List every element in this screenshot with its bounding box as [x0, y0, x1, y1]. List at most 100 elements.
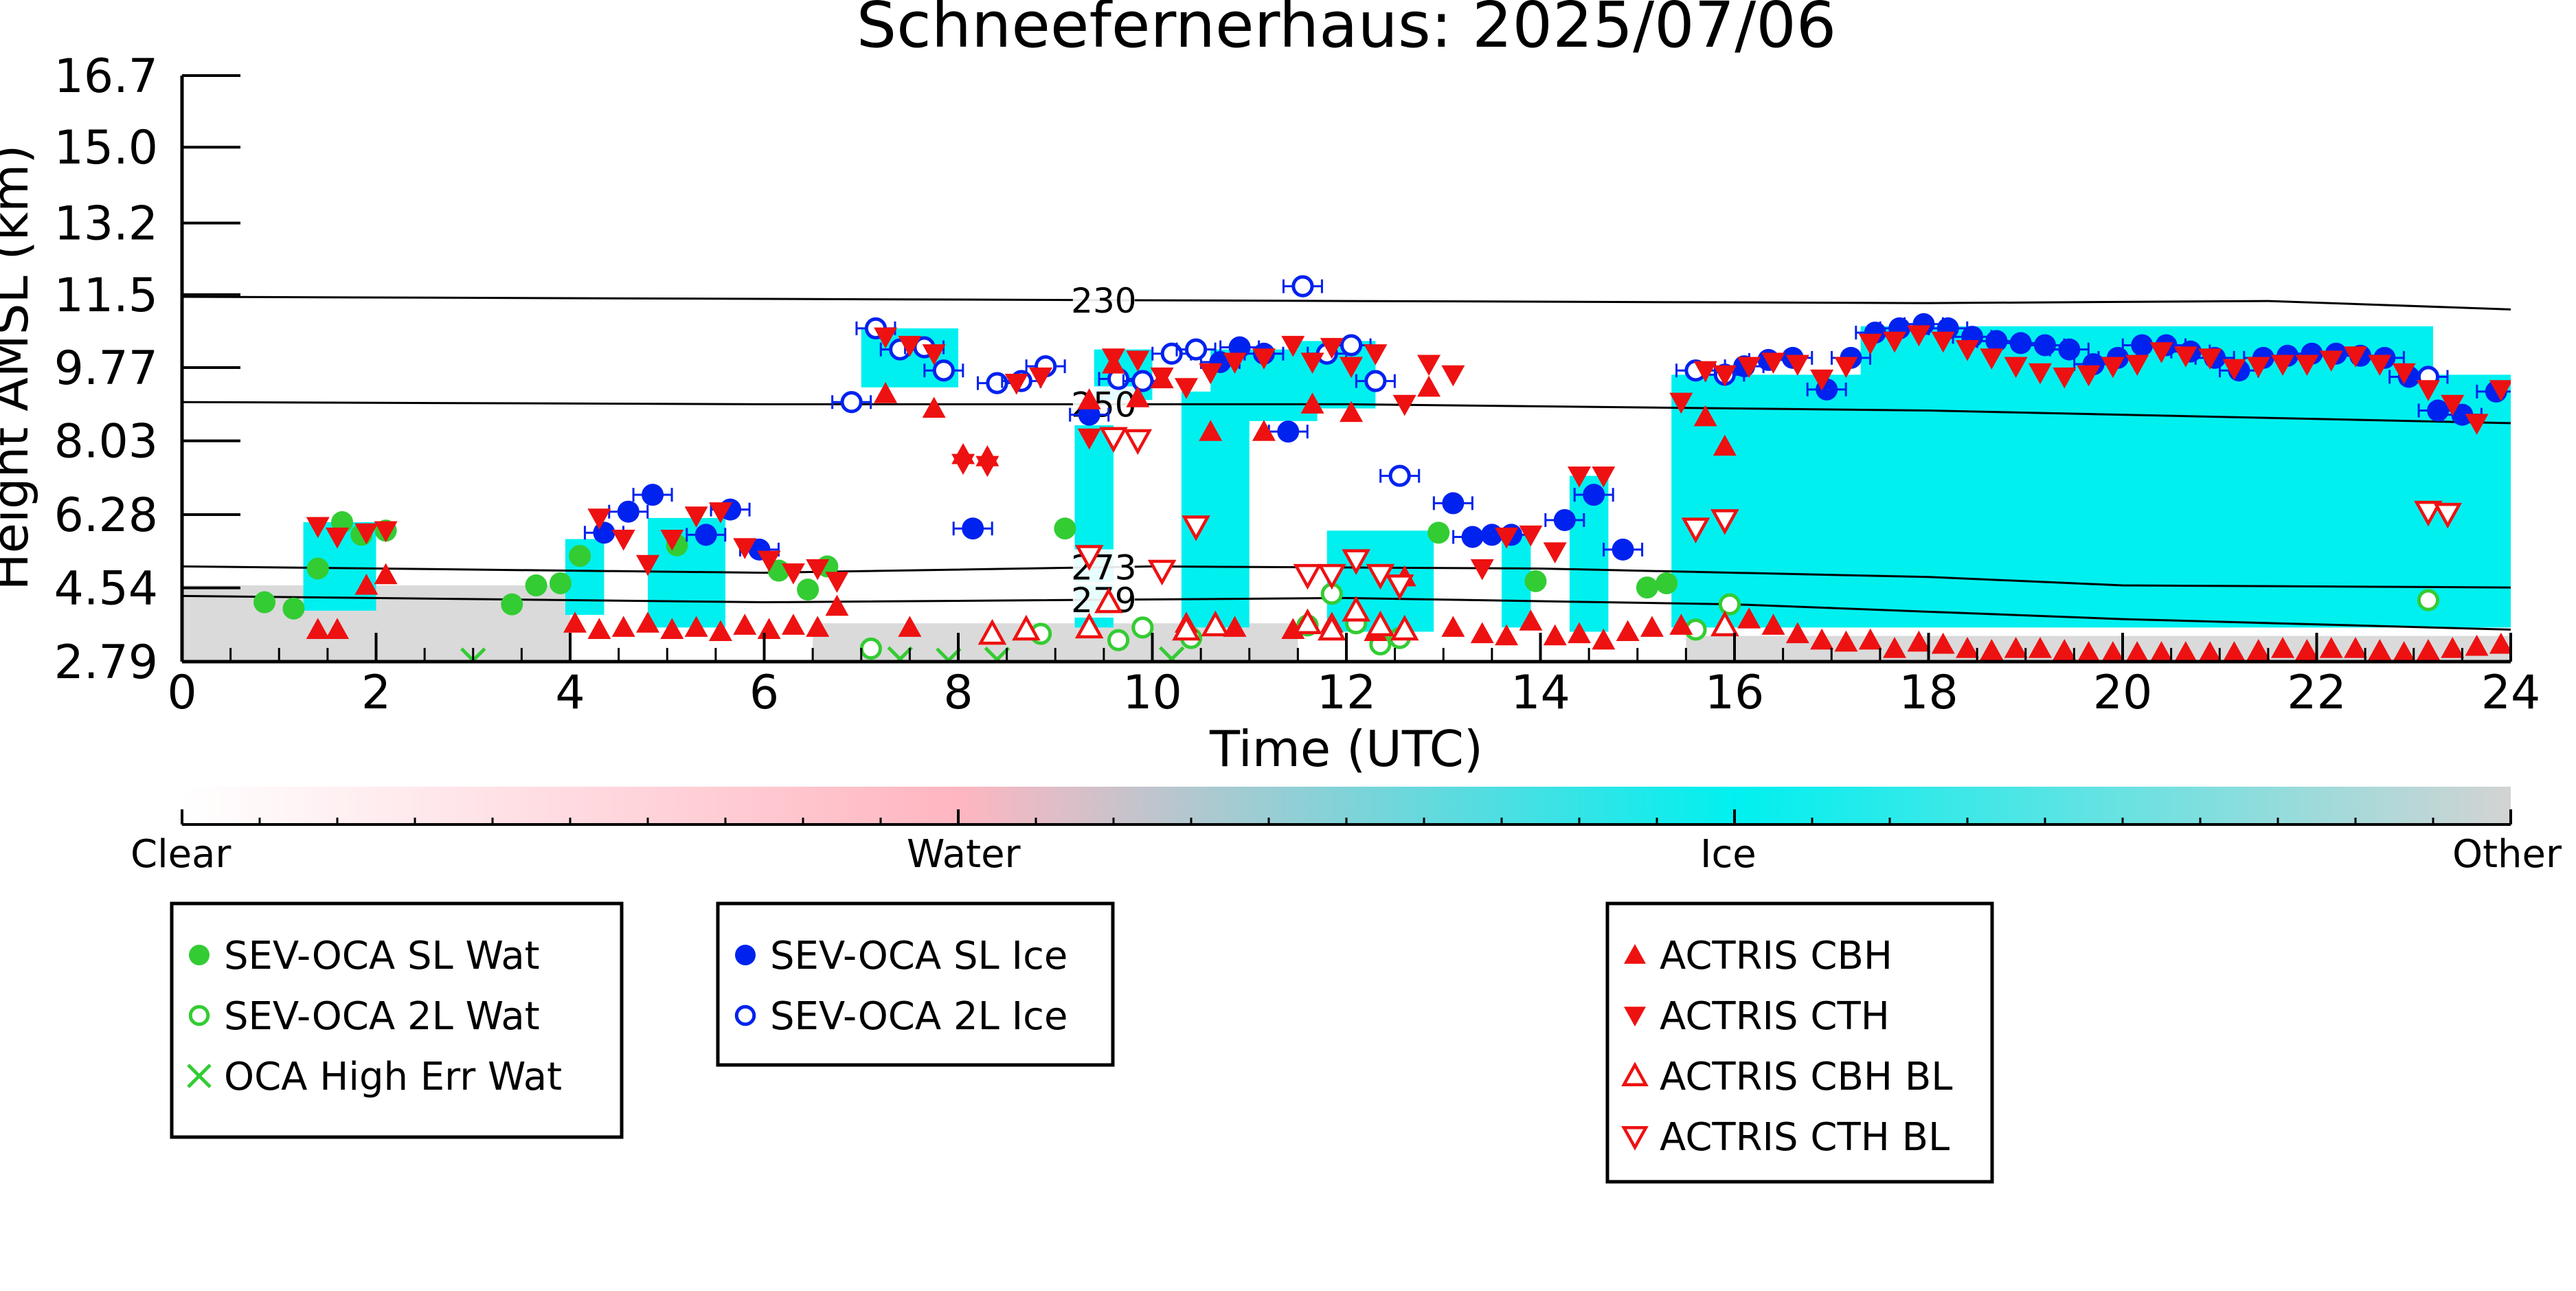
data-point	[1317, 614, 1346, 641]
data-point	[733, 538, 757, 559]
data-point	[1174, 378, 1198, 399]
data-point	[898, 335, 922, 357]
data-point	[757, 618, 781, 639]
x-tick-label: 20	[2093, 666, 2153, 720]
contour-250	[182, 401, 2511, 425]
chart-title: Schneefernerhaus: 2025/07/06	[857, 0, 1837, 62]
data-point	[781, 614, 805, 635]
data-point	[2198, 348, 2222, 370]
data-point	[684, 506, 708, 528]
data-point	[1223, 352, 1247, 374]
legend-marker	[1621, 1062, 1649, 1087]
data-point	[2319, 636, 2343, 658]
data-point	[1364, 370, 1387, 392]
x-tick-label: 16	[1705, 666, 1765, 720]
data-point	[708, 620, 732, 642]
data-point	[2295, 639, 2319, 660]
data-point	[1693, 405, 1717, 427]
data-point	[1592, 628, 1616, 650]
data-point	[898, 616, 922, 637]
data-point	[1553, 508, 1576, 531]
data-point	[1417, 355, 1441, 377]
data-point	[2465, 414, 2489, 435]
data-point	[1931, 632, 1955, 654]
data-point	[2489, 380, 2511, 401]
legend-item-sev-oca-2l-ice: SEV-OCA 2L Ice	[770, 994, 1067, 1039]
contour-label: 230	[1071, 281, 1136, 321]
data-point	[1366, 563, 1395, 590]
data-point	[1834, 630, 1858, 652]
data-point	[2034, 334, 2056, 357]
data-point	[1693, 361, 1717, 383]
data-point	[2174, 641, 2197, 662]
data-point	[978, 618, 1007, 645]
data-point	[1252, 420, 1276, 441]
data-point	[1442, 492, 1465, 515]
data-point	[1201, 610, 1230, 637]
data-point	[2149, 342, 2173, 363]
data-point	[1291, 275, 1314, 298]
data-point	[1640, 616, 1664, 637]
data-point	[1184, 338, 1208, 361]
data-point	[984, 647, 1010, 662]
y-tick-label: 6.28	[54, 489, 158, 543]
data-point	[2125, 641, 2149, 662]
data-point	[962, 517, 984, 540]
data-point	[1883, 331, 1907, 353]
y-axis-label: Height AMSL (km)	[0, 145, 39, 591]
data-point	[1583, 484, 1605, 506]
data-point	[306, 618, 330, 639]
x-tick-label: 4	[555, 666, 585, 720]
data-point	[1223, 616, 1247, 637]
data-point	[2271, 636, 2295, 658]
legend-marker	[188, 1004, 210, 1026]
data-point	[2101, 641, 2125, 662]
data-point	[797, 579, 820, 601]
y-tick-label: 11.5	[54, 269, 158, 323]
data-point	[1710, 610, 1739, 637]
data-point	[1616, 620, 1640, 642]
legend-frame	[716, 901, 1115, 1067]
legend-box-1: SEV-OCA SL Wat SEV-OCA 2L Wat OCA High Err…	[170, 901, 624, 1139]
y-tick-label: 9.77	[54, 341, 158, 396]
data-point	[874, 381, 898, 403]
contour-230	[182, 295, 2511, 311]
data-point	[1568, 466, 1591, 488]
data-point	[2058, 338, 2081, 361]
data-point	[525, 574, 547, 597]
data-point	[694, 524, 717, 546]
data-point	[1077, 388, 1101, 409]
data-point	[825, 594, 849, 616]
data-point	[922, 344, 946, 366]
data-point	[1417, 375, 1441, 397]
data-point	[2077, 365, 2101, 387]
data-point	[1656, 572, 1678, 594]
data-point	[975, 456, 999, 478]
data-point	[1342, 596, 1370, 622]
data-point	[326, 527, 349, 549]
data-point	[1470, 559, 1494, 581]
data-point	[757, 550, 781, 572]
data-point	[781, 563, 805, 585]
data-point	[2489, 632, 2511, 654]
data-point	[1126, 386, 1150, 407]
data-point	[354, 574, 379, 595]
x-tick-label: 2	[361, 666, 391, 720]
data-point	[563, 611, 587, 633]
data-point	[2004, 636, 2028, 658]
data-point	[1785, 355, 1809, 377]
legend-item-sev-oca-sl-wat: SEV-OCA SL Wat	[224, 934, 540, 978]
data-point	[684, 616, 708, 637]
legends: SEV-OCA SL Wat SEV-OCA 2L Wat OCA High Err…	[170, 901, 1994, 1184]
data-point	[2451, 403, 2474, 426]
legend-box-3: ACTRIS CBH ACTRIS CTH ACTRIS CBH BL ACTRIS …	[1605, 901, 1994, 1184]
contour-273	[182, 565, 2511, 589]
data-point	[1543, 624, 1567, 646]
data-point	[2173, 346, 2197, 368]
data-point	[2101, 357, 2125, 379]
data-point	[282, 597, 305, 620]
x-axis-label: Time (UTC)	[1209, 720, 1483, 778]
data-point	[1858, 333, 1882, 355]
data-point	[2344, 346, 2367, 368]
data-point	[1761, 614, 1785, 635]
